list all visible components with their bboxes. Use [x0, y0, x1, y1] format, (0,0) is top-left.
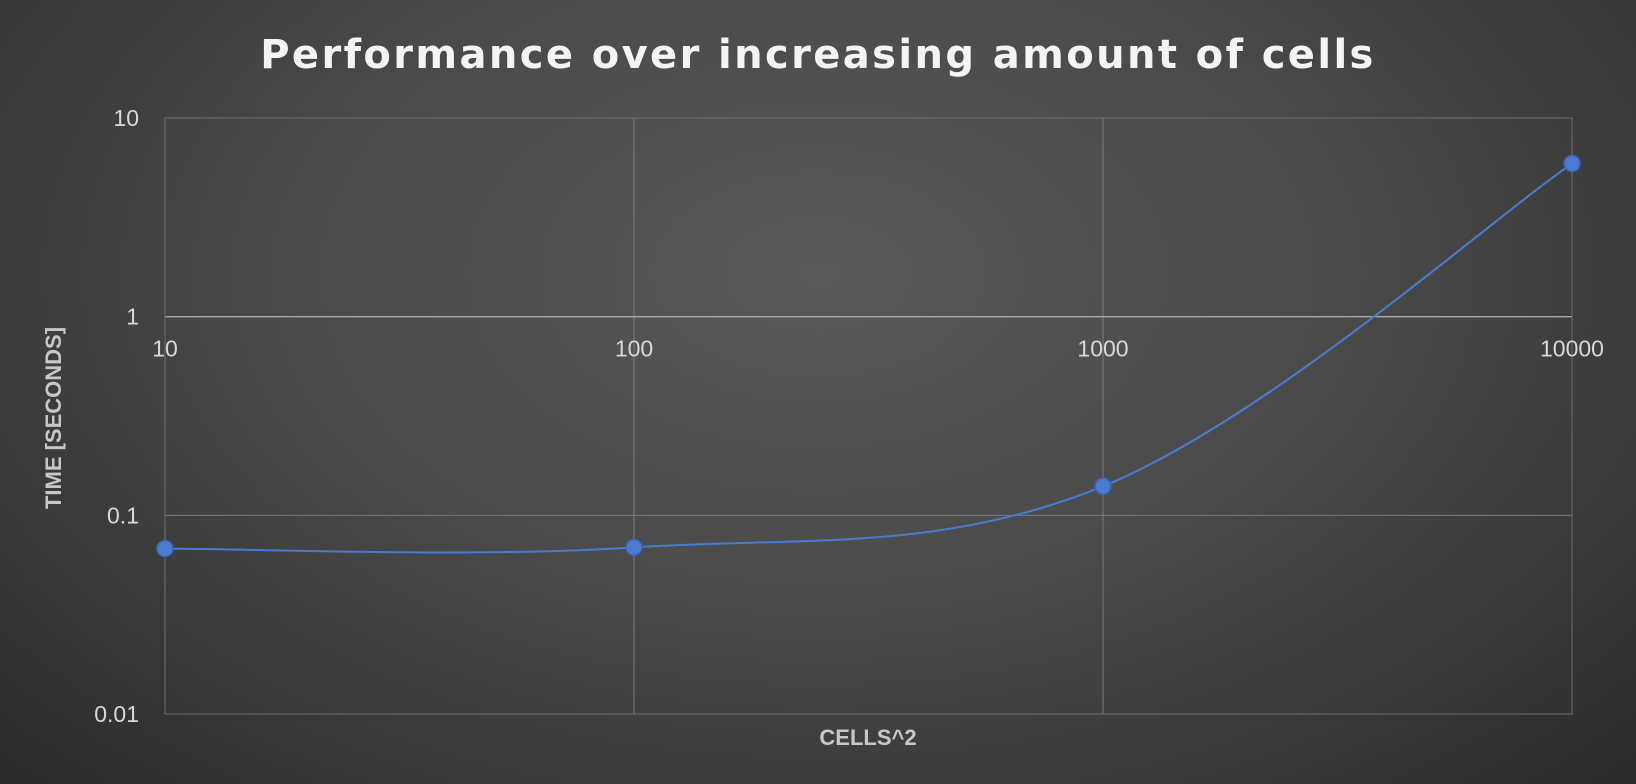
- series-line: [164, 162, 1573, 554]
- data-points: [156, 154, 1581, 558]
- data-point: [1094, 477, 1112, 496]
- data-point: [1563, 154, 1581, 173]
- y-axis-title: TIME [SECONDS]: [41, 327, 66, 509]
- x-tick-label: 1000: [1077, 336, 1128, 362]
- grid-lines: [164, 117, 1573, 715]
- y-tick-label: 10: [113, 105, 139, 131]
- chart-title: Performance over increasing amount of ce…: [260, 32, 1376, 78]
- y-tick-label: 0.1: [107, 502, 139, 528]
- y-tick-label: 1: [126, 304, 139, 330]
- x-tick-label: 100: [615, 336, 653, 362]
- x-axis-ticks: 10 100 1000 10000: [152, 336, 1604, 362]
- data-point: [625, 538, 643, 557]
- x-axis-title: CELLS^2: [819, 725, 916, 750]
- y-axis-ticks: 10 1 0.1 0.01: [94, 105, 139, 727]
- data-point: [156, 539, 174, 558]
- plot-area: [164, 117, 1573, 715]
- x-tick-label: 10: [152, 336, 178, 362]
- x-tick-label: 10000: [1540, 336, 1604, 362]
- y-tick-label: 0.01: [94, 701, 139, 727]
